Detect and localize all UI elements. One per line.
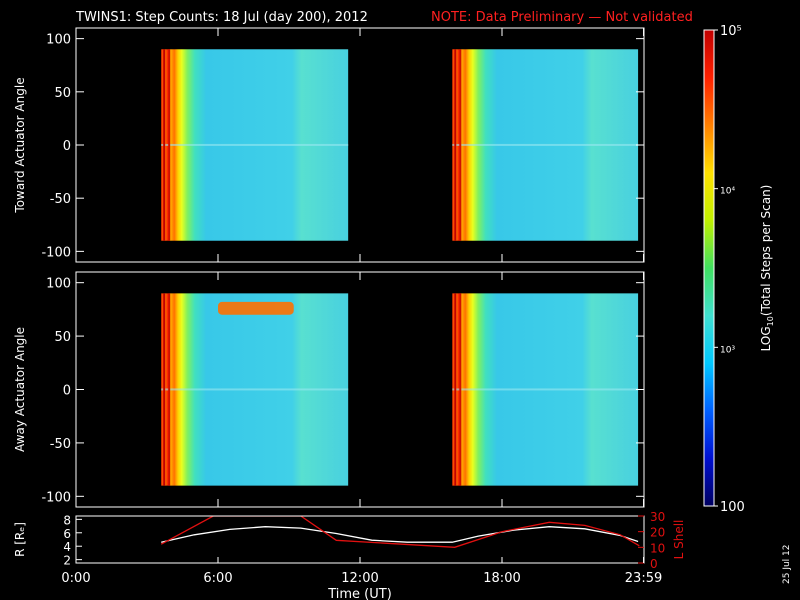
y-tick-label: -100 <box>41 245 71 260</box>
colorbar-label-suffix: (Total Steps per Scan) <box>759 185 773 317</box>
edge-streak <box>163 293 166 486</box>
colorbar <box>703 29 715 507</box>
x-tick-label: 23:59 <box>625 571 662 586</box>
l-shell-axis-label: L Shell <box>672 520 686 560</box>
x-tick-label: 18:00 <box>483 571 520 586</box>
y-tick-label: 0 <box>63 139 71 154</box>
l-shell-tick-label: 20 <box>650 526 665 540</box>
l-shell-tick-label: 30 <box>650 510 665 524</box>
preliminary-note: NOTE: Data Preliminary — Not validated <box>431 10 693 25</box>
x-tick-label: 6:00 <box>203 571 232 586</box>
edge-streak <box>168 293 171 486</box>
colorbar-label-prefix: LOG <box>759 326 773 351</box>
r-tick-label: 2 <box>63 554 71 568</box>
edge-streak <box>454 49 457 241</box>
zero-angle-stripe <box>452 143 639 146</box>
hot-band <box>218 301 294 315</box>
edge-streak <box>459 293 462 486</box>
colorbar-label-sub: 10 <box>766 316 775 326</box>
y-tick-label: 50 <box>54 330 71 345</box>
zero-angle-stripe <box>161 143 349 146</box>
x-tick-label: 12:00 <box>341 571 378 586</box>
l-shell-line <box>160 516 640 548</box>
y-tick-label: -50 <box>50 192 71 207</box>
r-axis-label: R [Rₑ] <box>13 522 27 557</box>
colorbar-tick-label: 10⁴ <box>720 187 735 197</box>
colorbar-tick-label: 10⁵ <box>720 24 742 39</box>
edge-streak <box>454 293 457 486</box>
edge-streak <box>163 49 166 241</box>
radial-distance-line <box>161 526 639 543</box>
l-shell-tick-label: 10 <box>650 541 665 555</box>
r-tick-label: 6 <box>63 527 71 541</box>
x-tick-label: 0:00 <box>61 571 90 586</box>
y-tick-label: 100 <box>46 277 71 292</box>
r-tick-label: 8 <box>63 513 71 527</box>
l-shell-tick-label: 0 <box>650 557 658 571</box>
zero-angle-stripe <box>452 388 639 391</box>
y-tick-label: 100 <box>46 33 71 48</box>
colorbar-tick-label: 100 <box>720 500 745 515</box>
r-tick-label: 4 <box>63 540 71 554</box>
orbit-lines <box>160 516 640 548</box>
colorbar-label: LOG10(Total Steps per Scan) <box>759 185 775 352</box>
y-tick-label: 0 <box>63 384 71 399</box>
y-tick-label: -50 <box>50 437 71 452</box>
y-tick-label: 50 <box>54 86 71 101</box>
edge-streak <box>168 49 171 241</box>
y-axis-label: Away Actuator Angle <box>13 327 27 452</box>
side-date: 25 Jul 12 <box>782 545 792 585</box>
edge-streak <box>459 49 462 241</box>
x-axis-label: Time (UT) <box>327 587 392 600</box>
y-axis-label: Toward Actuator Angle <box>13 77 27 213</box>
y-tick-label: -100 <box>41 490 71 505</box>
colorbar-tick-label: 10³ <box>720 345 735 355</box>
zero-angle-stripe <box>161 388 349 391</box>
figure-title: TWINS1: Step Counts: 18 Jul (day 200), 2… <box>75 10 368 25</box>
